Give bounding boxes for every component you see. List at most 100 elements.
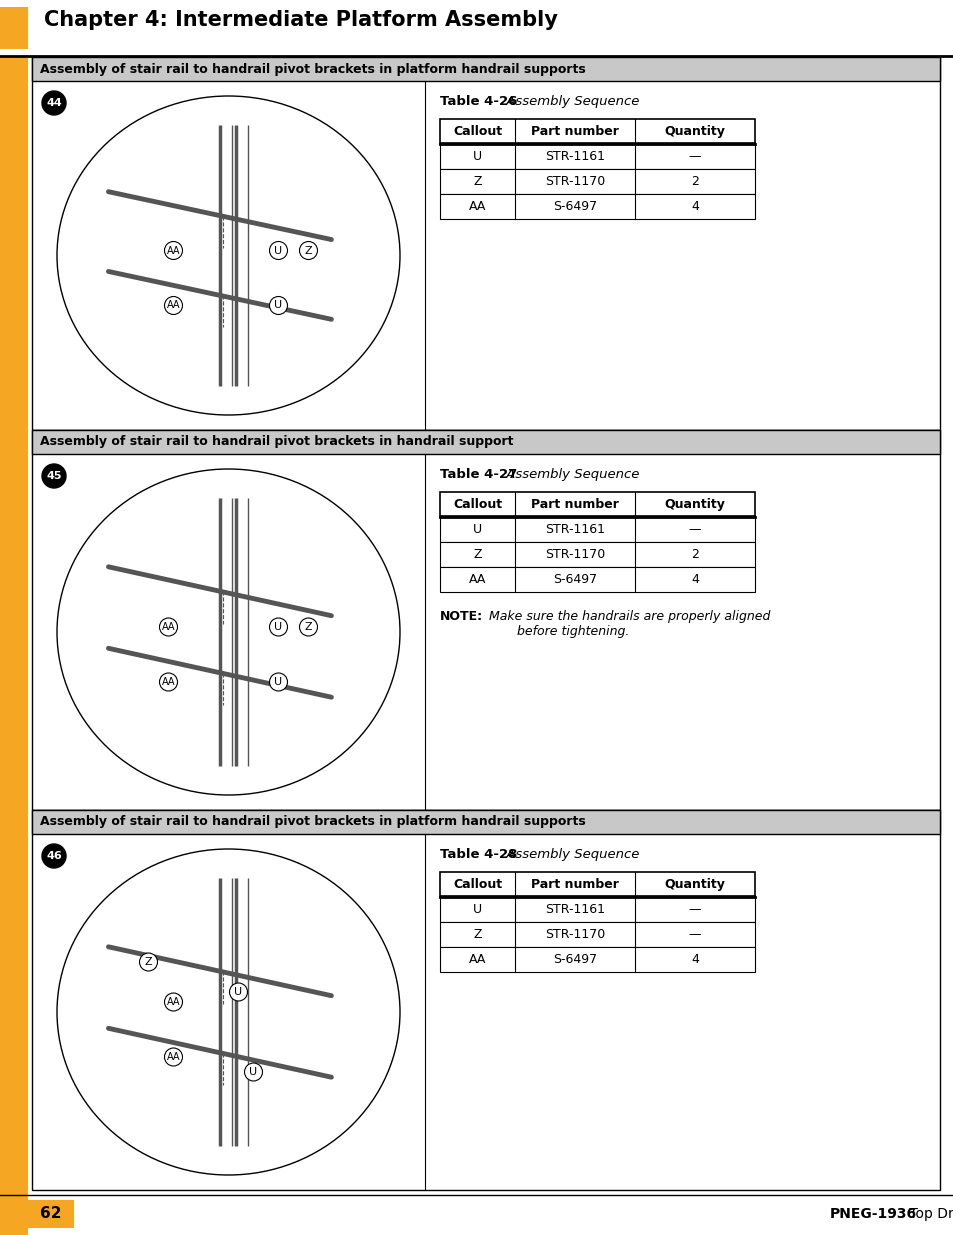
Text: Assembly Sequence: Assembly Sequence [501, 468, 639, 480]
Text: AA: AA [162, 622, 175, 632]
Text: 44: 44 [46, 98, 62, 107]
Text: 2: 2 [690, 175, 699, 188]
Bar [439, 897, 754, 923]
Text: —: — [688, 522, 700, 536]
Bar [32, 430, 939, 454]
Circle shape [159, 673, 177, 692]
Ellipse shape [57, 848, 399, 1174]
Bar [439, 169, 754, 194]
Bar [32, 430, 939, 810]
Text: Assembly of stair rail to handrail pivot brackets in handrail support: Assembly of stair rail to handrail pivot… [40, 436, 513, 448]
Text: U: U [473, 149, 481, 163]
Text: 45: 45 [46, 471, 62, 480]
Text: S-6497: S-6497 [553, 953, 597, 966]
Bar [32, 810, 939, 1191]
Bar [439, 517, 754, 542]
Circle shape [42, 844, 66, 868]
Bar [439, 119, 754, 144]
Bar [439, 923, 754, 947]
Text: Z: Z [304, 622, 312, 632]
Circle shape [299, 618, 317, 636]
Text: U: U [234, 987, 242, 997]
Bar [439, 194, 754, 219]
Text: —: — [688, 927, 700, 941]
Text: Z: Z [473, 548, 481, 561]
Text: U: U [274, 622, 282, 632]
Circle shape [269, 673, 287, 692]
Bar [32, 810, 939, 834]
Bar [0, 7, 28, 49]
Circle shape [164, 296, 182, 315]
Text: Quantity: Quantity [664, 125, 724, 138]
Text: STR-1170: STR-1170 [544, 548, 604, 561]
Circle shape [299, 242, 317, 259]
Bar [439, 144, 754, 169]
Circle shape [159, 618, 177, 636]
Text: 2: 2 [690, 548, 699, 561]
Text: STR-1170: STR-1170 [544, 927, 604, 941]
Circle shape [244, 1063, 262, 1081]
Text: Table 4-26: Table 4-26 [439, 95, 517, 107]
Text: Assembly Sequence: Assembly Sequence [501, 848, 639, 861]
Circle shape [139, 953, 157, 971]
Text: Assembly of stair rail to handrail pivot brackets in platform handrail supports: Assembly of stair rail to handrail pivot… [40, 63, 585, 75]
Text: PNEG-1936: PNEG-1936 [829, 1207, 916, 1221]
Text: STR-1161: STR-1161 [544, 149, 604, 163]
Text: AA: AA [162, 677, 175, 687]
Text: STR-1170: STR-1170 [544, 175, 604, 188]
Text: Callout: Callout [453, 498, 501, 511]
Ellipse shape [57, 469, 399, 795]
Text: U: U [249, 1067, 257, 1077]
Circle shape [269, 242, 287, 259]
Text: AA: AA [167, 997, 180, 1007]
Text: S-6497: S-6497 [553, 200, 597, 212]
Circle shape [42, 464, 66, 488]
Text: AA: AA [167, 246, 180, 256]
Bar [439, 542, 754, 567]
Text: Part number: Part number [531, 878, 618, 890]
Text: U: U [473, 903, 481, 916]
Text: S-6497: S-6497 [553, 573, 597, 585]
Text: —: — [688, 903, 700, 916]
Bar [439, 947, 754, 972]
Text: STR-1161: STR-1161 [544, 903, 604, 916]
Text: Chapter 4: Intermediate Platform Assembly: Chapter 4: Intermediate Platform Assembl… [44, 10, 558, 30]
Text: Z: Z [304, 246, 312, 256]
Bar [0, 57, 28, 1235]
Circle shape [164, 993, 182, 1011]
Bar [32, 57, 939, 82]
Circle shape [230, 983, 247, 1002]
Text: AA: AA [468, 200, 486, 212]
Text: Quantity: Quantity [664, 878, 724, 890]
Bar [439, 492, 754, 517]
Bar [28, 1200, 74, 1228]
Text: 4: 4 [690, 573, 699, 585]
Text: AA: AA [468, 953, 486, 966]
Text: U: U [473, 522, 481, 536]
Text: Z: Z [473, 175, 481, 188]
Text: U: U [274, 677, 282, 687]
Text: U: U [274, 246, 282, 256]
Bar [439, 872, 754, 897]
Text: Part number: Part number [531, 125, 618, 138]
Text: Make sure the handrails are properly aligned
        before tightening.: Make sure the handrails are properly ali… [484, 610, 770, 638]
Circle shape [269, 296, 287, 315]
Text: Quantity: Quantity [664, 498, 724, 511]
Text: Assembly Sequence: Assembly Sequence [501, 95, 639, 107]
Text: Z: Z [145, 957, 152, 967]
Text: Assembly of stair rail to handrail pivot brackets in platform handrail supports: Assembly of stair rail to handrail pivot… [40, 815, 585, 829]
Text: Callout: Callout [453, 125, 501, 138]
Circle shape [164, 242, 182, 259]
Text: Table 4-28: Table 4-28 [439, 848, 517, 861]
Text: 4: 4 [690, 953, 699, 966]
Text: 62: 62 [40, 1207, 62, 1221]
Circle shape [269, 618, 287, 636]
Circle shape [164, 1049, 182, 1066]
Text: —: — [688, 149, 700, 163]
Text: U: U [274, 300, 282, 310]
Text: AA: AA [167, 300, 180, 310]
Text: 4: 4 [690, 200, 699, 212]
Text: Part number: Part number [531, 498, 618, 511]
Text: AA: AA [468, 573, 486, 585]
Bar [439, 567, 754, 592]
